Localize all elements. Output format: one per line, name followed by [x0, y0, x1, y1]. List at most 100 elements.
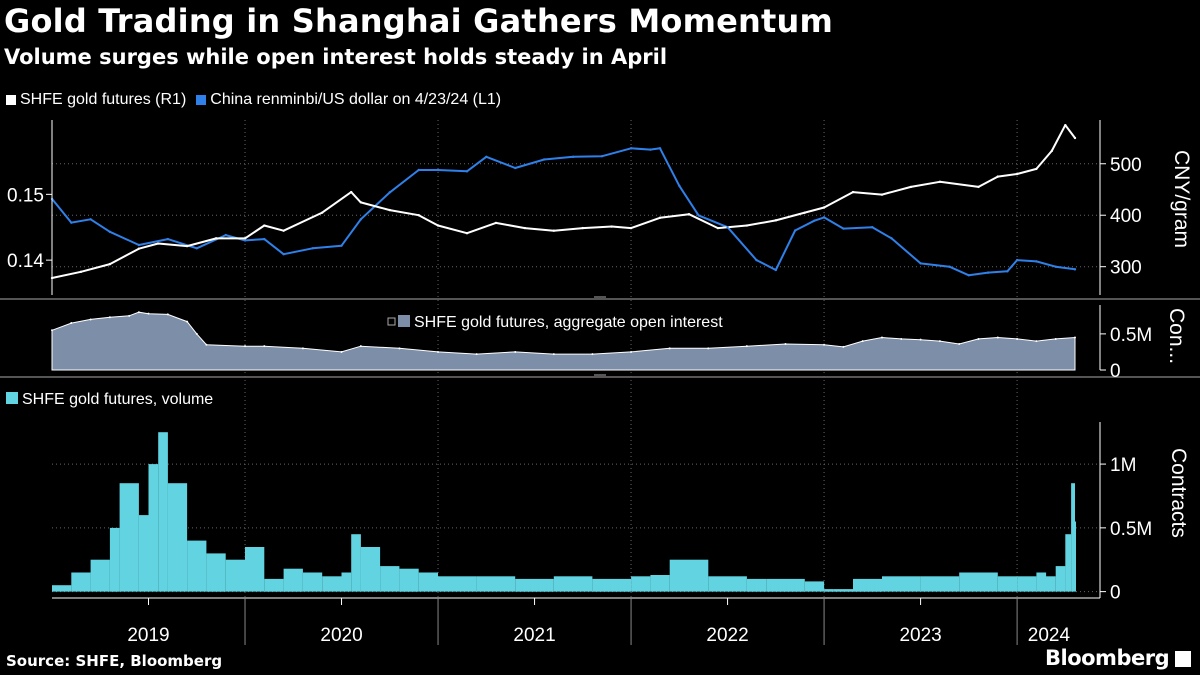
gold-data-point — [1073, 136, 1077, 140]
volume-bar — [804, 581, 825, 592]
right-axis-title: CNY/gram — [1170, 150, 1193, 248]
x-tick-label: 2021 — [513, 625, 555, 646]
open-interest-point — [128, 314, 131, 317]
volume-bar — [882, 576, 921, 592]
volume-bar — [746, 578, 767, 592]
top-legend: SHFE gold futures (R1) China renminbi/US… — [6, 91, 501, 109]
volume-bar — [997, 576, 1018, 592]
volume-bar — [1046, 576, 1056, 592]
bottom-axis-title: Contracts — [1167, 448, 1190, 538]
open-interest-point — [244, 345, 247, 348]
volume-bar — [1055, 566, 1066, 592]
cny-data-point — [243, 239, 247, 242]
chart-title: Gold Trading in Shanghai Gathers Momentu… — [4, 2, 834, 40]
gold-data-point — [523, 226, 527, 230]
mid-axis-tick-label: 0.5M — [1110, 325, 1152, 346]
open-interest-legend: SHFE gold futures, aggregate open intere… — [380, 310, 776, 334]
cny-legend-swatch — [196, 95, 207, 105]
cny-data-point — [948, 265, 951, 268]
open-interest-point — [958, 343, 961, 345]
cny-data-point — [726, 226, 729, 229]
gold-data-point — [977, 185, 980, 189]
volume-layer — [52, 432, 1076, 592]
x-tick-label: 2019 — [127, 625, 169, 646]
cny-data-point — [388, 191, 391, 194]
cny-data-point — [755, 258, 758, 262]
volume-bar — [167, 483, 188, 592]
volume-legend-label: SHFE gold futures, volume — [22, 391, 213, 408]
gold-data-point — [745, 224, 749, 227]
volume-bar — [920, 576, 960, 592]
cny-data-point — [967, 274, 971, 277]
volume-bar — [138, 515, 149, 592]
source-note: Source: SHFE, Bloomberg — [6, 652, 223, 670]
volume-bar — [245, 547, 265, 592]
gold-data-point — [108, 262, 112, 266]
gold-data-point — [494, 221, 498, 225]
open-interest-point — [89, 318, 92, 321]
open-interest-point — [938, 340, 941, 343]
open-interest-point — [147, 312, 150, 315]
volume-bar — [71, 572, 91, 592]
cny-data-point — [1015, 258, 1019, 262]
volume-bar — [351, 534, 361, 592]
volume-bar — [418, 572, 438, 592]
gold-data-point — [137, 247, 141, 250]
gold-data-point — [687, 212, 691, 216]
gold-data-point — [282, 229, 285, 232]
volume-bar — [1017, 576, 1037, 592]
volume-bar — [853, 578, 882, 592]
cny-data-point — [436, 168, 440, 172]
gold-data-point — [321, 211, 324, 214]
gold-data-point — [388, 208, 391, 212]
cny-data-point — [822, 216, 826, 219]
volume-bar — [225, 559, 245, 592]
volume-bar — [360, 547, 381, 592]
gold-data-point — [263, 224, 266, 227]
x-tick-label: 2020 — [320, 625, 362, 646]
gold-data-point — [436, 224, 440, 227]
gold-data-point — [156, 242, 160, 245]
gold-data-point — [417, 214, 420, 217]
right-axis-tick-label: 300 — [1110, 258, 1142, 279]
chart-subtitle: Volume surges while open interest holds … — [4, 45, 668, 69]
gold-data-point — [243, 237, 247, 240]
grid-layer — [52, 120, 1100, 598]
volume-bar — [959, 572, 998, 592]
gold-data-point — [552, 229, 556, 232]
open-interest-point — [745, 345, 748, 348]
open-interest-point — [70, 322, 73, 325]
open-interest-point — [475, 353, 478, 356]
legend-toggle-icon[interactable] — [387, 317, 396, 326]
cny-data-point — [890, 237, 893, 240]
volume-bar — [669, 559, 709, 592]
volume-bar — [1075, 521, 1076, 592]
volume-bar — [90, 559, 110, 592]
open-interest-point — [263, 345, 266, 348]
cny-data-point — [542, 158, 546, 161]
volume-bar — [341, 572, 352, 592]
gold-futures-line — [51, 124, 1076, 279]
volume-bar — [380, 566, 400, 592]
cny-data-point — [89, 218, 92, 221]
gold-legend-swatch — [6, 95, 16, 105]
volume-bar — [824, 589, 834, 592]
open-interest-point — [437, 350, 440, 353]
open-interest-legend-label: SHFE gold futures, aggregate open intere… — [414, 314, 723, 331]
open-interest-point — [514, 350, 517, 353]
open-interest-point — [630, 350, 633, 353]
cny-data-point — [842, 227, 845, 230]
bottom-axis-tick-label: 0.5M — [1110, 519, 1152, 540]
open-interest-point — [1016, 337, 1019, 340]
bloomberg-logo: Bloomberg — [1045, 646, 1192, 670]
volume-bar — [302, 572, 323, 592]
cny-data-point — [417, 168, 420, 172]
left-axis-tick-label: 0.15 — [7, 185, 44, 206]
open-interest-point — [195, 332, 198, 335]
volume-bar — [283, 568, 303, 592]
volume-bar — [109, 527, 120, 592]
open-interest-point — [996, 336, 999, 339]
cny-data-point — [514, 166, 517, 170]
volume-bar — [438, 576, 477, 592]
